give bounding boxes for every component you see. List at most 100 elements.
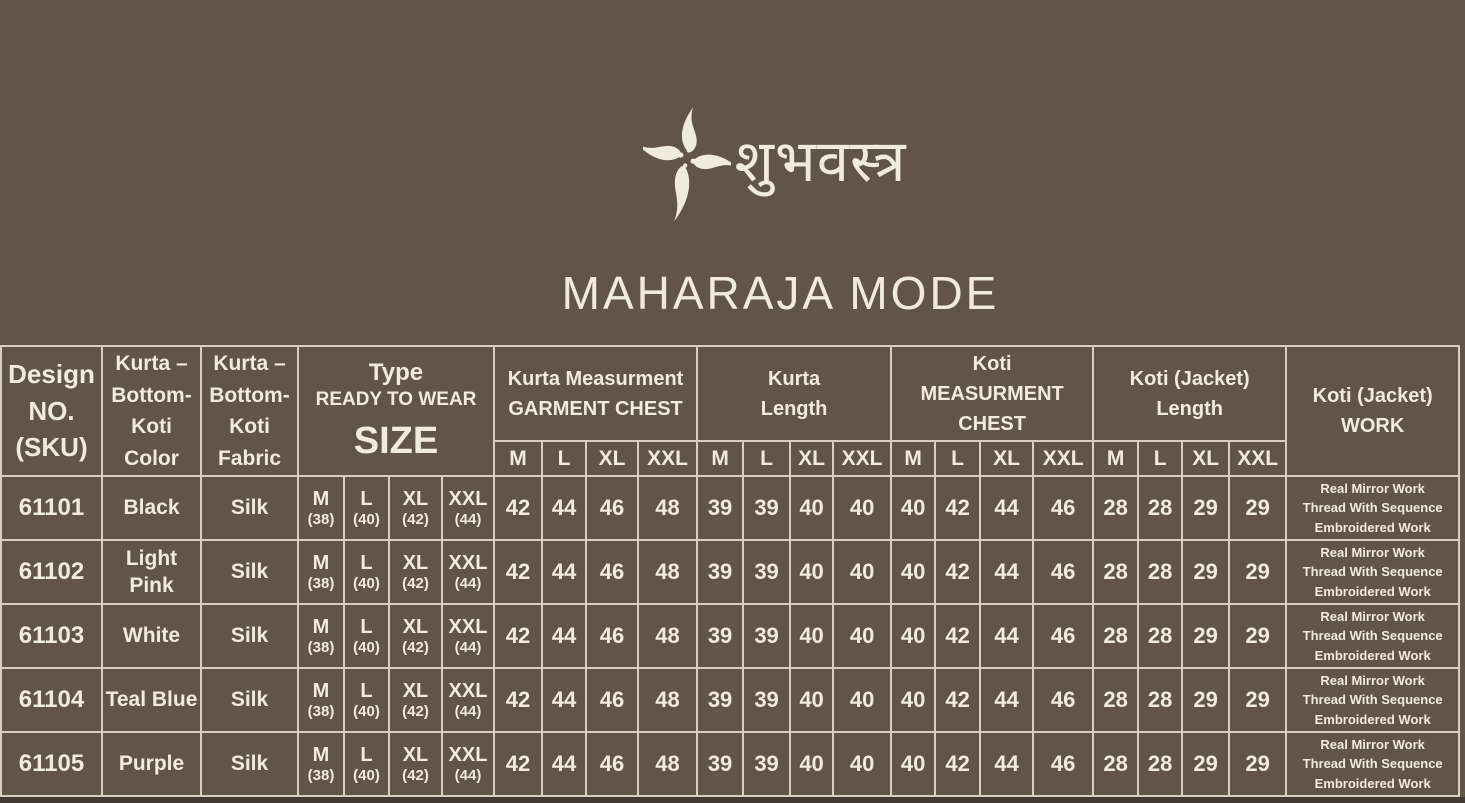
kurta-length-l-value: 39 bbox=[742, 731, 792, 797]
size-label: L bbox=[360, 551, 373, 574]
size-label: L bbox=[360, 615, 373, 638]
kurta-length-size-xxl-header: XXL bbox=[832, 440, 893, 477]
size-m-cell: M (38) bbox=[297, 731, 345, 797]
size-chest-number: (40) bbox=[353, 766, 380, 784]
sku-cell: 61105 bbox=[0, 731, 103, 797]
size-label: L bbox=[360, 679, 373, 702]
koti-length-m-value: 28 bbox=[1092, 667, 1140, 733]
size-label: M bbox=[312, 551, 330, 574]
kurta-length-size-xl-header: XL bbox=[789, 440, 835, 477]
kurta-chest-m-value: 42 bbox=[493, 667, 544, 733]
size-m-cell: M (38) bbox=[297, 667, 345, 733]
koti-length-m-value: 28 bbox=[1092, 475, 1140, 541]
size-label: XL bbox=[402, 743, 429, 766]
koti-chest-xl-value: 44 bbox=[979, 667, 1035, 733]
size-chest-number: (42) bbox=[402, 510, 429, 528]
koti-length-size-m-header: M bbox=[1092, 440, 1140, 477]
size-l-cell: L (40) bbox=[343, 539, 390, 605]
koti-chest-l-value: 42 bbox=[934, 731, 982, 797]
size-xxl-cell: XXL (44) bbox=[440, 475, 496, 541]
kurta-length-xl-value: 40 bbox=[789, 475, 835, 541]
fabric-cell: Silk bbox=[200, 603, 299, 669]
kurta-length-size-l-header: L bbox=[742, 440, 792, 477]
kurta-length-m-value: 39 bbox=[696, 603, 745, 669]
koti-length-l-value: 28 bbox=[1137, 603, 1184, 669]
koti-chest-xxl-value: 46 bbox=[1032, 475, 1095, 541]
size-l-cell: L (40) bbox=[343, 731, 390, 797]
color-cell: White bbox=[101, 603, 202, 669]
header-koti-jacket-work: Koti (Jacket) WORK bbox=[1285, 345, 1461, 477]
kurta-chest-size-xl-header: XL bbox=[585, 440, 640, 477]
size-chest-number: (38) bbox=[307, 510, 335, 528]
table-row: 61102 Light Pink Silk M (38) L (40) XL (… bbox=[0, 539, 1461, 605]
size-label: XXL bbox=[448, 615, 488, 638]
header-kurta-bottom-koti-color: Kurta – Bottom- Koti Color bbox=[101, 345, 202, 477]
size-xl-cell: XL (42) bbox=[388, 475, 443, 541]
size-label: L bbox=[360, 743, 373, 766]
koti-length-xl-value: 29 bbox=[1181, 539, 1231, 605]
koti-length-xxl-value: 29 bbox=[1228, 731, 1288, 797]
kurta-chest-size-xxl-header: XXL bbox=[637, 440, 699, 477]
size-label: XXL bbox=[448, 551, 488, 574]
size-chest-number: (38) bbox=[307, 766, 335, 784]
size-xxl-cell: XXL (44) bbox=[440, 539, 496, 605]
size-chest-number: (44) bbox=[454, 510, 482, 528]
color-cell: Teal Blue bbox=[101, 667, 202, 733]
kurta-chest-m-value: 42 bbox=[493, 731, 544, 797]
koti-chest-m-value: 40 bbox=[890, 603, 937, 669]
size-label: M bbox=[312, 487, 330, 510]
koti-length-xl-value: 29 bbox=[1181, 731, 1231, 797]
koti-chest-m-value: 40 bbox=[890, 539, 937, 605]
kurta-chest-l-value: 44 bbox=[541, 667, 588, 733]
koti-length-size-l-header: L bbox=[1137, 440, 1184, 477]
size-chest-number: (40) bbox=[353, 574, 380, 592]
koti-chest-xxl-value: 46 bbox=[1032, 731, 1095, 797]
size-label: XL bbox=[402, 679, 429, 702]
kurta-chest-xl-value: 46 bbox=[585, 667, 640, 733]
header-design-no: Design NO. (SKU) bbox=[0, 345, 103, 477]
size-xxl-cell: XXL (44) bbox=[440, 667, 496, 733]
size-chest-number: (44) bbox=[454, 702, 482, 720]
koti-chest-size-xxl-header: XXL bbox=[1032, 440, 1095, 477]
koti-chest-l-value: 42 bbox=[934, 667, 982, 733]
header-koti-jacket-length: Koti (Jacket) Length bbox=[1092, 345, 1288, 442]
koti-chest-m-value: 40 bbox=[890, 475, 937, 541]
kurta-chest-l-value: 44 bbox=[541, 603, 588, 669]
koti-chest-m-value: 40 bbox=[890, 667, 937, 733]
koti-length-xxl-value: 29 bbox=[1228, 603, 1288, 669]
kurta-chest-m-value: 42 bbox=[493, 475, 544, 541]
koti-length-l-value: 28 bbox=[1137, 731, 1184, 797]
header-type-ready-to-wear-size: Type READY TO WEAR SIZE bbox=[296, 345, 496, 477]
work-cell: Real Mirror Work Thread With Sequence Em… bbox=[1285, 475, 1461, 541]
koti-chest-xl-value: 44 bbox=[979, 475, 1035, 541]
work-cell: Real Mirror Work Thread With Sequence Em… bbox=[1285, 603, 1461, 669]
kurta-chest-xxl-value: 48 bbox=[637, 475, 699, 541]
koti-length-size-xxl-header: XXL bbox=[1228, 440, 1288, 477]
header-size-label: SIZE bbox=[353, 419, 439, 462]
fabric-cell: Silk bbox=[200, 475, 299, 541]
kurta-length-xxl-value: 40 bbox=[832, 539, 893, 605]
work-cell: Real Mirror Work Thread With Sequence Em… bbox=[1285, 539, 1461, 605]
koti-length-size-xl-header: XL bbox=[1181, 440, 1231, 477]
brand-name-devanagari: शुभवस्त्र bbox=[734, 129, 907, 194]
koti-length-xl-value: 29 bbox=[1181, 667, 1231, 733]
bottom-edge-strip bbox=[0, 797, 1465, 803]
kurta-length-xxl-value: 40 bbox=[832, 603, 893, 669]
size-l-cell: L (40) bbox=[343, 475, 390, 541]
table-row: 61103 White Silk M (38) L (40) XL (42) X… bbox=[0, 603, 1461, 669]
kurta-length-l-value: 39 bbox=[742, 475, 792, 541]
size-chest-number: (44) bbox=[454, 574, 482, 592]
size-xl-cell: XL (42) bbox=[388, 539, 443, 605]
koti-length-m-value: 28 bbox=[1092, 539, 1140, 605]
koti-chest-xxl-value: 46 bbox=[1032, 603, 1095, 669]
kurta-length-l-value: 39 bbox=[742, 603, 792, 669]
fabric-cell: Silk bbox=[200, 667, 299, 733]
kurta-length-m-value: 39 bbox=[696, 667, 745, 733]
sku-cell: 61102 bbox=[0, 539, 103, 605]
size-label: M bbox=[312, 743, 330, 766]
koti-chest-xl-value: 44 bbox=[979, 603, 1035, 669]
header-kurta-length: Kurta Length bbox=[696, 345, 893, 442]
koti-chest-xxl-value: 46 bbox=[1032, 539, 1095, 605]
kurta-chest-size-l-header: L bbox=[541, 440, 588, 477]
size-xl-cell: XL (42) bbox=[388, 731, 443, 797]
